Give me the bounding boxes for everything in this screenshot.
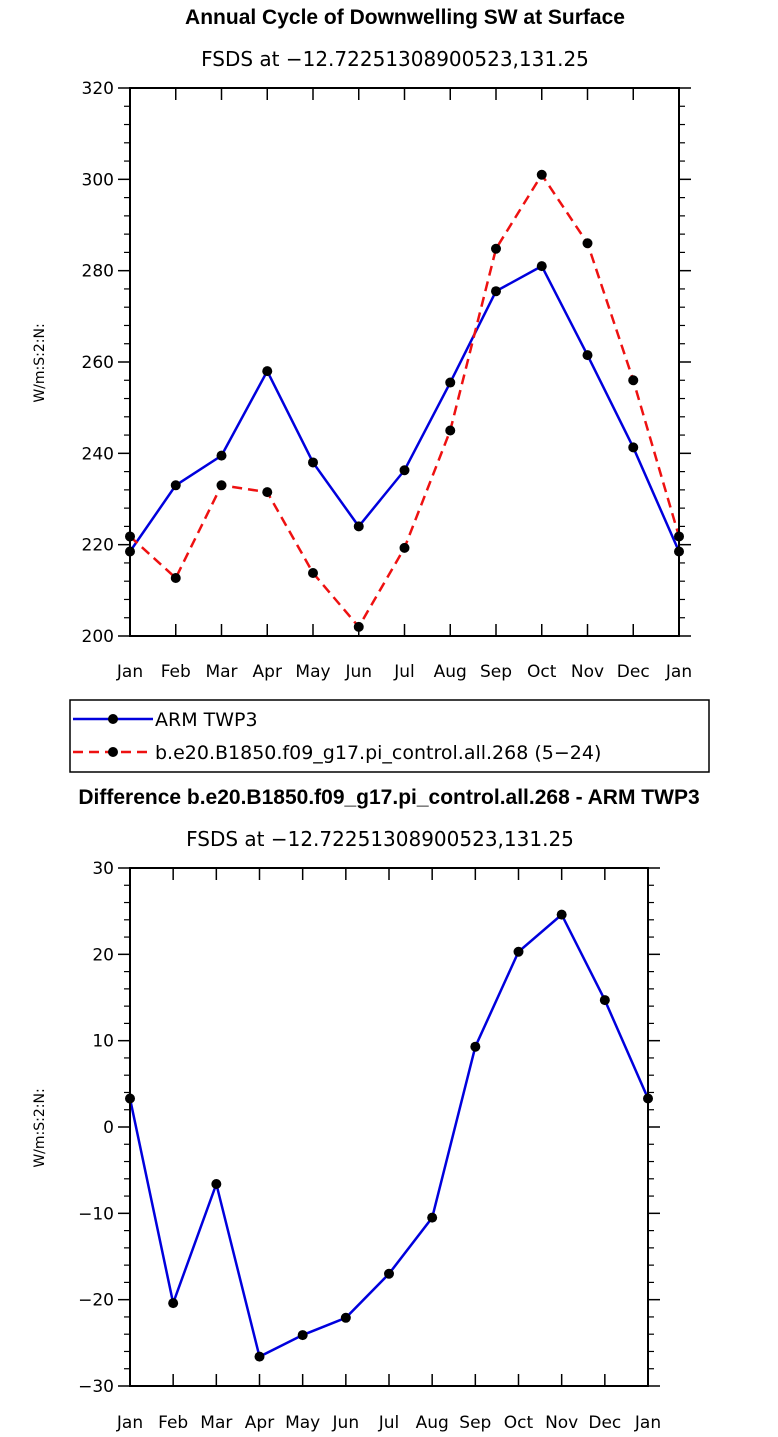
x-tick-label: Apr <box>245 1413 274 1433</box>
x-tick-label: Sep <box>480 662 512 682</box>
plot-frame <box>129 867 649 1387</box>
x-tick-label: Jun <box>344 662 372 682</box>
y-tick-label: 200 <box>82 627 114 647</box>
x-tick-label: Dec <box>617 662 650 682</box>
x-tick-label: Jul <box>378 1413 400 1433</box>
x-tick-label: Apr <box>253 662 282 682</box>
series-line-1 <box>129 172 681 630</box>
data-point <box>628 442 639 453</box>
x-tick-label: Feb <box>161 662 191 682</box>
y-axis-label: W/m:S:2:N: <box>32 1088 48 1167</box>
data-point <box>536 169 547 180</box>
legend-label: b.e20.B1850.f09_g17.pi_control.all.268 (… <box>155 742 601 764</box>
x-tick-label: Mar <box>205 662 237 682</box>
data-point <box>170 480 181 491</box>
legend-entry-arm-twp3: ARM TWP3 <box>73 709 258 731</box>
y-tick-label: 320 <box>82 79 114 99</box>
legend: ARM TWP3 b.e20.B1850.f09_g17.pi_control.… <box>69 699 710 773</box>
x-tick-label: Nov <box>571 662 604 682</box>
data-point <box>491 243 501 254</box>
data-point <box>353 621 364 632</box>
x-tick-label: May <box>295 662 330 682</box>
y-tick-label: 10 <box>92 1032 114 1052</box>
x-tick-label: Jan <box>665 662 692 682</box>
y-tick-label: 300 <box>82 170 114 190</box>
y-tick-label: 260 <box>82 353 114 373</box>
x-tick-label: Feb <box>158 1413 188 1433</box>
y-tick-label: −10 <box>78 1204 114 1224</box>
y-tick-label: −20 <box>78 1291 114 1311</box>
data-point <box>470 1041 481 1052</box>
difference-chart: Difference b.e20.B1850.f09_g17.pi_contro… <box>32 786 700 1433</box>
x-tick-label: Aug <box>416 1413 449 1433</box>
y-tick-label: 20 <box>92 945 114 965</box>
data-point <box>491 286 501 297</box>
x-tick-label: Aug <box>434 662 467 682</box>
y-tick-label: 30 <box>92 859 114 879</box>
data-point <box>399 542 410 553</box>
series-line-0 <box>128 264 681 553</box>
x-tick-label: May <box>285 1413 320 1433</box>
data-point <box>340 1312 351 1323</box>
x-tick-label: Jul <box>393 662 415 682</box>
data-point <box>599 995 610 1006</box>
y-tick-label: 0 <box>103 1118 114 1138</box>
x-tick-label: Mar <box>200 1413 232 1433</box>
plot-frame <box>129 87 680 637</box>
y-tick-label: 240 <box>82 444 114 464</box>
x-tick-label: Oct <box>504 1413 534 1433</box>
data-point <box>308 567 318 578</box>
data-point <box>211 1178 222 1189</box>
annual-cycle-chart: Annual Cycle of Downwelling SW at Surfac… <box>32 6 692 682</box>
legend-box <box>69 699 710 773</box>
x-tick-label: Jun <box>332 1413 360 1433</box>
legend-label: ARM TWP3 <box>155 709 258 731</box>
y-axis-label: W/m:S:2:N: <box>32 323 48 402</box>
chart-subtitle: FSDS at −12.72251308900523,131.25 <box>186 827 574 851</box>
chart-subtitle: FSDS at −12.72251308900523,131.25 <box>201 47 589 71</box>
y-tick-label: 220 <box>82 536 114 556</box>
data-point <box>170 573 181 584</box>
data-point <box>216 450 227 461</box>
x-tick-label: Dec <box>588 1413 621 1433</box>
chart-title: Difference b.e20.B1850.f09_g17.pi_contro… <box>78 786 699 809</box>
data-point <box>168 1298 179 1309</box>
x-tick-label: Jan <box>116 1413 143 1433</box>
legend-marker <box>108 747 118 757</box>
y-tick-label: 280 <box>82 262 114 282</box>
data-point <box>628 375 639 386</box>
data-point <box>353 521 364 532</box>
data-point <box>445 377 456 388</box>
data-point <box>399 465 410 476</box>
x-tick-label: Jan <box>634 1413 661 1433</box>
chart-title: Annual Cycle of Downwelling SW at Surfac… <box>185 6 625 29</box>
data-point <box>262 487 273 498</box>
data-point <box>513 946 524 957</box>
data-point <box>582 238 593 249</box>
x-tick-label: Nov <box>545 1413 578 1433</box>
data-point <box>262 366 273 377</box>
x-tick-label: Sep <box>459 1413 491 1433</box>
data-point <box>216 480 227 491</box>
data-point <box>445 425 456 436</box>
legend-marker <box>108 714 118 724</box>
data-point <box>254 1351 265 1362</box>
y-tick-label: −30 <box>78 1377 114 1397</box>
x-tick-label: Jan <box>116 662 143 682</box>
x-tick-label: Oct <box>527 662 557 682</box>
data-point <box>536 261 547 272</box>
data-point <box>582 350 593 361</box>
series-line-0 <box>128 912 650 1359</box>
data-point <box>556 909 567 920</box>
data-point <box>427 1212 438 1223</box>
data-point <box>384 1268 394 1279</box>
data-point <box>308 457 318 468</box>
data-point <box>297 1330 308 1341</box>
legend-entry-model: b.e20.B1850.f09_g17.pi_control.all.268 (… <box>73 742 601 764</box>
